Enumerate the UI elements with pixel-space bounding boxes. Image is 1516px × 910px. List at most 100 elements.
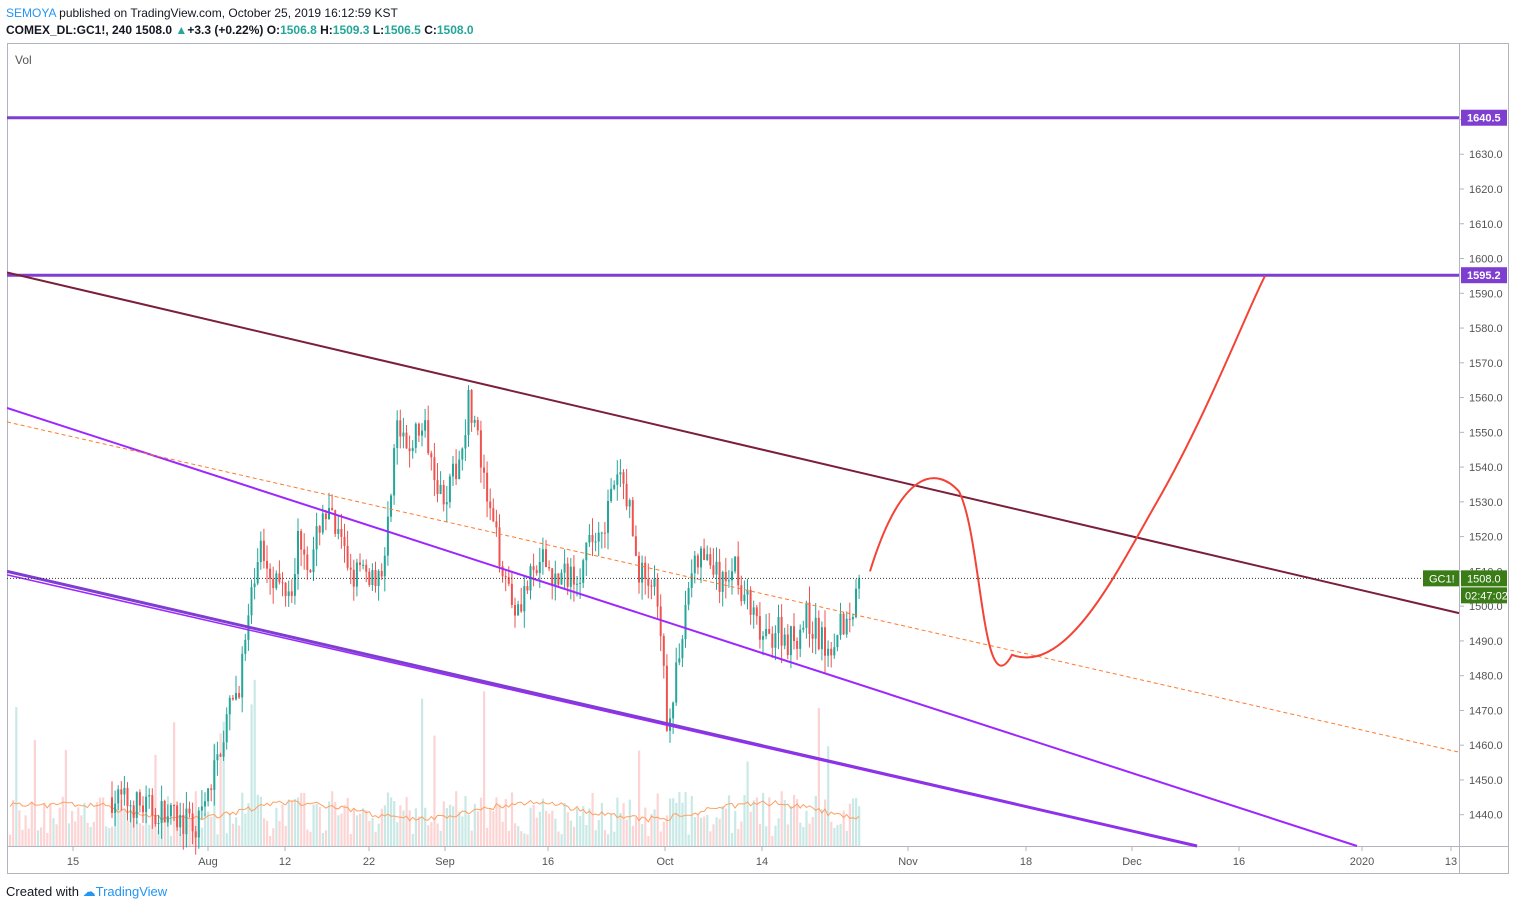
volume-bar — [80, 815, 83, 846]
volume-bar — [123, 810, 126, 846]
candle-body — [157, 823, 160, 825]
volume-bar — [805, 810, 808, 846]
candle-body — [836, 635, 839, 648]
symbol-tag — [1423, 570, 1459, 587]
volume-bar — [851, 798, 855, 846]
volume-bar — [749, 811, 752, 846]
volume-bar — [421, 698, 424, 846]
volume-bar — [489, 808, 492, 846]
last-price-tag — [1461, 570, 1507, 587]
candle-body — [312, 549, 315, 573]
volume-bar — [374, 831, 377, 846]
candle-body — [607, 500, 609, 533]
chart-area[interactable]: Vol 1640.01630.01620.01610.01600.01590.0… — [6, 43, 1509, 874]
candle-body — [538, 561, 541, 574]
candle-body — [160, 801, 163, 824]
volume-bar — [424, 807, 427, 846]
candle-body — [721, 571, 724, 592]
volume-bar — [380, 808, 383, 846]
volume-bar — [833, 827, 836, 846]
candle-body — [656, 578, 659, 607]
open-label: O: — [266, 23, 281, 37]
candle-body — [163, 801, 166, 823]
candle-body — [619, 472, 622, 475]
volume-bar — [36, 830, 40, 846]
author-link[interactable]: SEMOYA — [6, 6, 56, 20]
volume-bar — [789, 806, 793, 846]
candle-body — [405, 432, 408, 449]
y-tick-label: 1550.0 — [1469, 427, 1503, 439]
candle-body — [473, 419, 476, 423]
candle-body — [793, 626, 795, 642]
volume-bar — [758, 823, 762, 846]
low-label: L: — [372, 23, 385, 37]
volume-bar — [473, 803, 476, 846]
volume-bar — [417, 816, 421, 846]
candle-body — [678, 658, 681, 663]
candle-body — [718, 561, 721, 592]
volume-bar — [647, 835, 650, 846]
candle-body — [281, 582, 284, 584]
candle-body — [390, 495, 392, 517]
volume-bar — [610, 813, 613, 846]
volume-bar — [693, 817, 696, 846]
volume-bar — [619, 813, 622, 846]
volume-bar — [74, 821, 77, 846]
y-tick-label: 1470.0 — [1469, 705, 1503, 717]
volume-bar — [9, 834, 12, 846]
volume-bar — [83, 802, 86, 846]
volume-bar — [514, 823, 517, 846]
candle-body — [700, 548, 702, 568]
volume-bar — [408, 810, 411, 846]
candle-body — [253, 583, 256, 588]
candle-body — [293, 574, 296, 596]
volume-bar — [331, 791, 334, 846]
candle-body — [631, 500, 634, 537]
candle-body — [727, 580, 730, 582]
candle-body — [470, 390, 473, 423]
volume-bar — [653, 809, 656, 846]
candle-body — [191, 813, 194, 832]
volume-bar — [43, 803, 46, 846]
volume-bar — [200, 827, 204, 846]
volume-bar — [430, 822, 433, 846]
y-tick-label: 1450.0 — [1469, 775, 1503, 787]
candle-body — [665, 665, 668, 731]
candle-body — [452, 463, 454, 477]
candle-body — [315, 526, 318, 550]
countdown-tag — [1461, 587, 1507, 604]
candle-body — [194, 831, 197, 838]
candle-body — [541, 549, 544, 562]
volume-bar — [126, 821, 129, 846]
volume-bar — [173, 722, 176, 846]
volume-ma-line — [9, 799, 860, 823]
candle-body — [554, 573, 557, 586]
candle-body — [182, 815, 185, 835]
candle-body — [337, 529, 340, 534]
candle-body — [851, 616, 854, 620]
volume-bar — [703, 816, 706, 846]
candle-body — [765, 629, 768, 637]
volume-bar — [631, 825, 634, 846]
volume-bar — [700, 817, 703, 846]
candle-body — [442, 484, 445, 505]
created-with-text: Created with — [6, 884, 79, 899]
candle-body — [622, 472, 625, 484]
volume-bar — [71, 810, 74, 846]
candle-body — [715, 561, 718, 575]
candle-body — [768, 629, 771, 634]
price-chart[interactable]: Vol 1640.01630.01620.01610.01600.01590.0… — [6, 43, 1509, 874]
trend-lines[interactable] — [6, 116, 1460, 848]
candle-body — [365, 564, 368, 572]
candle-body — [780, 616, 783, 646]
candle-body — [799, 629, 802, 649]
candle-body — [855, 588, 857, 617]
volume-bar — [557, 831, 560, 846]
volume-bar — [386, 792, 390, 846]
candle-body — [576, 583, 578, 585]
candle-body — [743, 594, 746, 602]
candle-body — [303, 549, 306, 555]
candle-body — [359, 562, 361, 565]
volume-bar — [40, 827, 43, 846]
tradingview-brand[interactable]: TradingView — [95, 884, 168, 899]
